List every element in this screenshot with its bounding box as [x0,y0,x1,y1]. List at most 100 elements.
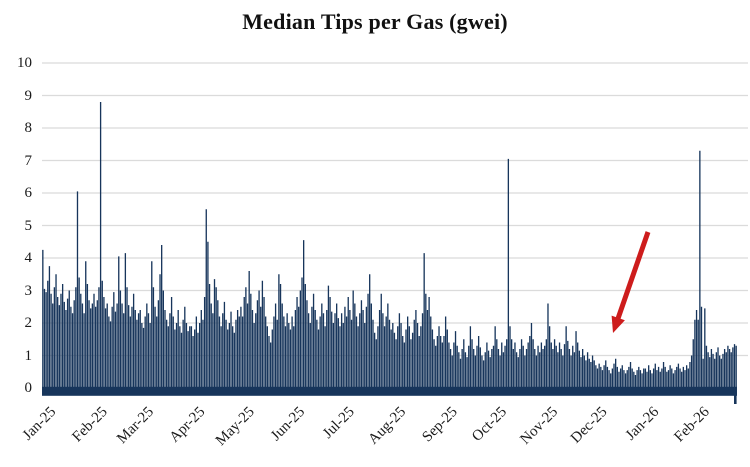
bar [136,319,138,390]
bar [654,363,656,391]
bar [75,287,77,390]
bar [316,319,318,390]
bar [659,371,661,390]
bar [91,303,94,390]
bar [714,358,716,390]
bar [449,349,452,390]
bar [501,342,503,390]
bar [451,355,453,390]
bar [646,371,648,390]
bar [618,371,620,390]
bar [502,352,505,390]
bar [438,326,440,390]
bar [113,292,115,391]
bar [596,368,599,390]
bar [636,370,638,391]
bar [634,375,637,390]
bar [672,373,675,391]
bar [232,326,234,390]
bar [159,274,161,390]
bar [164,310,166,390]
bar [385,316,387,390]
bar [413,319,415,390]
bar [152,287,155,390]
bar [548,326,551,390]
bar [383,326,386,390]
bar [213,279,216,391]
bar [86,284,89,390]
bar [372,319,374,390]
bar [684,370,686,391]
x-axis-end-tick [734,395,737,404]
bar [540,342,543,390]
bar [223,301,226,391]
bar [182,319,184,390]
bar [511,339,513,390]
bar [126,287,128,390]
bar [76,191,79,391]
bar [336,303,338,390]
bar [454,331,457,391]
bar [593,360,595,391]
bar [203,297,206,390]
bar [260,306,262,390]
bar [606,366,609,391]
bar [167,326,169,390]
bar [256,300,259,390]
bar [616,366,618,391]
bar [106,303,108,390]
bar [245,287,247,390]
bar [676,366,678,391]
bar [689,362,691,390]
y-tick-label: 6 [24,185,33,201]
bar [702,358,704,390]
bar [565,326,567,390]
bar [217,300,219,390]
bar [378,310,381,390]
bar [628,366,630,391]
bar [690,355,693,390]
bar [289,329,292,390]
bar [585,360,587,391]
bar [246,303,249,390]
bar [471,339,473,390]
bar [441,342,443,390]
bar [443,336,445,390]
bar [509,326,511,390]
bar [666,371,668,390]
bar [43,288,46,391]
bar [662,362,665,390]
bar [542,349,544,390]
bar [433,339,435,390]
bar [499,355,501,390]
bar [222,313,224,390]
bar [436,336,439,390]
bar [578,350,581,391]
bar [278,274,280,390]
bar [243,297,245,390]
bar [469,326,472,390]
bar [580,357,582,391]
bar [553,339,556,390]
bar [258,290,260,390]
bar [360,300,363,390]
bar [692,339,694,390]
bar [70,306,72,390]
bar [727,345,729,390]
bar [154,306,156,390]
bar [151,261,153,390]
bar [47,280,49,390]
bar [339,326,341,390]
bar [141,323,143,390]
bar [61,284,64,390]
bar [491,349,493,390]
bar [319,316,321,390]
bar [326,310,328,390]
bar [344,306,346,390]
bar [131,306,133,390]
bar [85,261,87,390]
bar [638,366,640,391]
bar [215,287,217,390]
bar [350,319,353,390]
